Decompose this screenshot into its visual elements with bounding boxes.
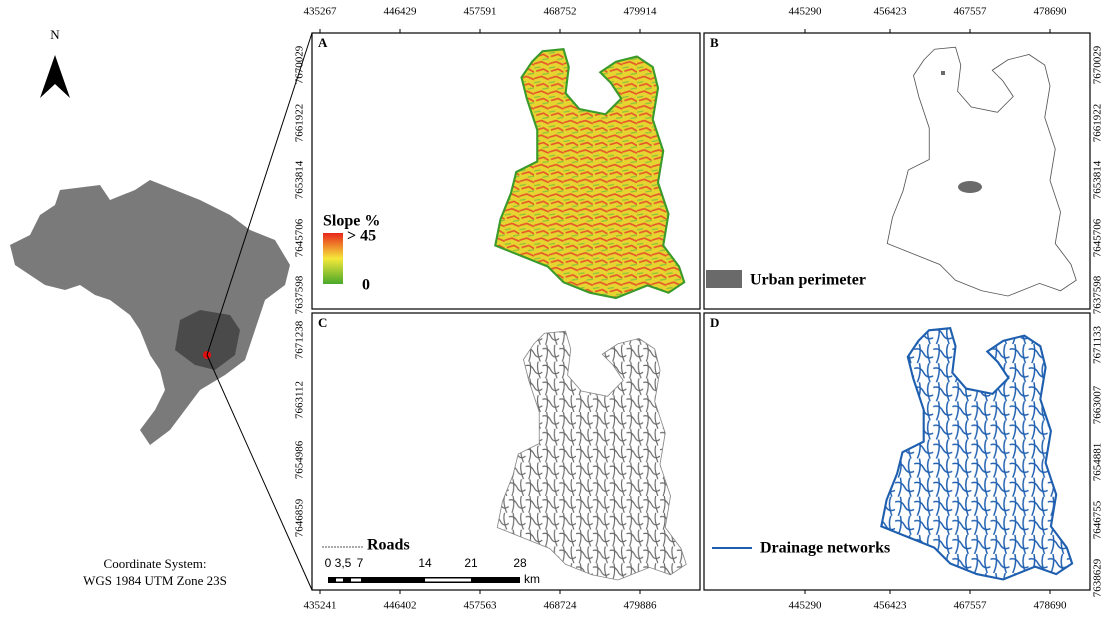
- legend-label: 0: [362, 277, 370, 294]
- x-coordinate-label: 467557: [954, 6, 988, 18]
- x-coordinate-label: 445290: [789, 6, 823, 18]
- y-coordinate-label: 7654881: [1092, 443, 1104, 482]
- y-coordinate-label: 7637598: [1092, 275, 1104, 314]
- scale-unit: km: [524, 572, 540, 586]
- x-coordinate-label: 435241: [304, 600, 337, 612]
- legend-label: Drainage networks: [760, 540, 890, 557]
- x-coordinate-label: 446402: [384, 600, 417, 612]
- x-coordinate-label: 457591: [464, 6, 497, 18]
- scale-bar: [351, 579, 361, 582]
- legend-label: Urban perimeter: [750, 272, 866, 289]
- y-coordinate-label: 7671133: [1092, 325, 1104, 364]
- x-coordinate-label: 468724: [544, 600, 578, 612]
- x-coordinate-label: 445290: [789, 600, 823, 612]
- y-coordinate-label: 7653814: [1092, 160, 1104, 199]
- slope-legend-ramp: [323, 233, 343, 284]
- y-coordinate-label: 7653814: [294, 160, 306, 199]
- north-arrow: [40, 55, 70, 98]
- scale-label: 28: [513, 556, 527, 570]
- scale-label: 3,5: [335, 556, 352, 570]
- y-coordinate-label: 7670029: [1092, 45, 1104, 84]
- y-coordinate-label: 7670029: [294, 45, 306, 84]
- panel-label: C: [318, 315, 327, 330]
- panel-label: A: [318, 35, 328, 50]
- legend-label: Roads: [367, 537, 410, 554]
- y-coordinate-label: 7663007: [1092, 385, 1104, 424]
- panel-label: B: [710, 35, 719, 50]
- y-coordinate-label: 7671238: [294, 320, 306, 359]
- x-coordinate-label: 479914: [624, 6, 658, 18]
- scale-bar: [425, 579, 471, 582]
- x-coordinate-label: 478690: [1034, 600, 1068, 612]
- north-label: N: [50, 27, 60, 42]
- figure: N Coordinate System: WGS 1984 UTM Zone 2…: [0, 0, 1105, 617]
- x-coordinate-label: 478690: [1034, 6, 1068, 18]
- y-coordinate-label: 7638629: [1092, 558, 1104, 597]
- x-coordinate-label: 456423: [874, 600, 908, 612]
- y-coordinate-label: 7637598: [294, 275, 306, 314]
- y-coordinate-label: 7661922: [1092, 104, 1104, 143]
- y-coordinate-label: 7646755: [1092, 500, 1104, 539]
- scale-label: 0: [325, 556, 332, 570]
- scale-label: 14: [418, 556, 432, 570]
- y-coordinate-label: 7654986: [294, 440, 306, 479]
- x-coordinate-label: 467557: [954, 600, 988, 612]
- x-coordinate-label: 468752: [544, 6, 577, 18]
- x-coordinate-label: 456423: [874, 6, 908, 18]
- x-coordinate-label: 435267: [304, 6, 338, 18]
- coordinate-system: Coordinate System:: [104, 556, 207, 571]
- y-coordinate-label: 7661922: [294, 104, 306, 143]
- scale-label: 21: [464, 556, 478, 570]
- legend-label: > 45: [347, 228, 376, 245]
- legend-swatch: [706, 270, 742, 288]
- x-coordinate-label: 446429: [384, 6, 418, 18]
- panel-label: D: [710, 315, 719, 330]
- urban-perimeter: [941, 71, 945, 75]
- urban-perimeter: [958, 181, 982, 193]
- y-coordinate-label: 7663112: [294, 381, 306, 419]
- coordinate-system: WGS 1984 UTM Zone 23S: [83, 573, 227, 588]
- y-coordinate-label: 7646859: [294, 498, 306, 537]
- y-coordinate-label: 7645706: [1092, 218, 1104, 257]
- x-coordinate-label: 457563: [464, 600, 498, 612]
- scale-label: 7: [357, 556, 364, 570]
- brazil: [10, 180, 290, 445]
- y-coordinate-label: 7645706: [294, 218, 306, 257]
- scale-bar: [336, 579, 343, 582]
- x-coordinate-label: 479886: [624, 600, 658, 612]
